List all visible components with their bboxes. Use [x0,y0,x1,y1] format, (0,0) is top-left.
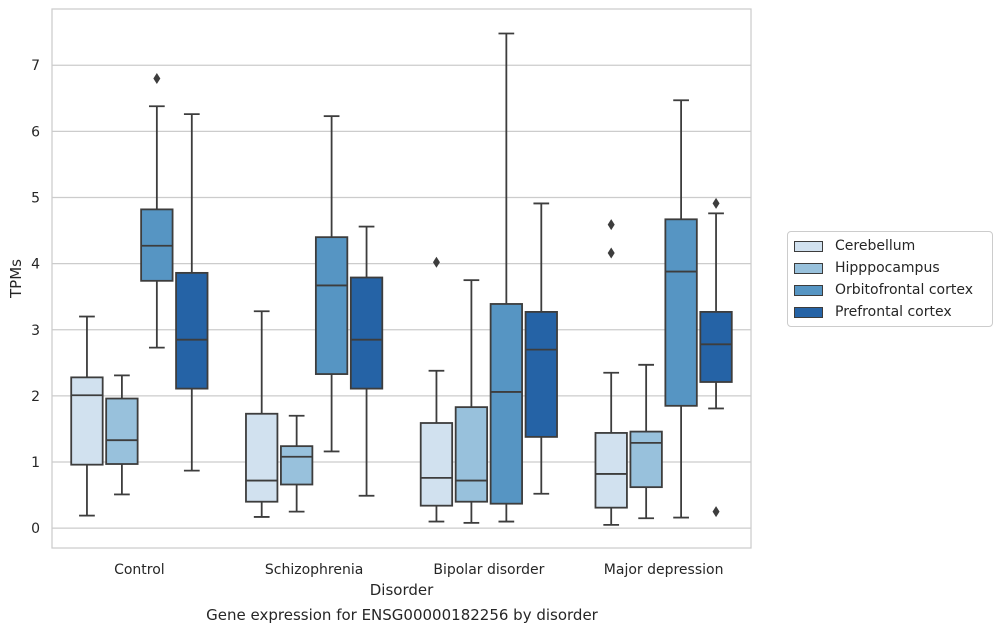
box-iqr [489,303,523,505]
x-tick-labels: Control Schizophrenia Bipolar disorder Majo… [114,562,723,578]
box-iqr [349,276,384,390]
legend-label: Hipppocampus [835,260,940,276]
box-orbitofrontal-cortex-major-depression [664,99,698,519]
box-cerebellum-schizophrenia [245,310,279,518]
legend-item-orbitofrontal-cortex: Orbitofrontal cortex [794,280,973,300]
box-orbitofrontal-cortex-bipolar-disorder [489,32,523,523]
box-hipppocampus-major-depression [629,363,663,520]
outlier-point [712,197,720,209]
box-iqr [314,236,349,375]
x-tick-label: Control [114,562,165,578]
figure-caption: Gene expression for ENSG00000182256 by d… [206,606,598,624]
y-tick-label: 0 [31,521,40,537]
legend: Cerebellum Hipppocampus Orbitofrontal co… [787,231,993,327]
outlier-point [432,256,440,268]
box-cerebellum-bipolar-disorder [419,256,454,523]
box-prefrontal-cortex-schizophrenia [349,225,384,497]
y-tick-label: 1 [31,455,40,471]
box-prefrontal-cortex-bipolar-disorder [524,202,558,495]
box-prefrontal-cortex-control [175,113,209,472]
legend-swatch-orbitofrontal-cortex [794,284,823,296]
y-tick-label: 2 [31,389,40,405]
box-iqr [524,310,558,438]
box-cerebellum-major-depression [594,219,628,526]
y-tick-label: 7 [31,58,40,74]
box-iqr [175,271,209,390]
legend-swatch-prefrontal-cortex [794,306,823,318]
box-iqr [245,412,279,503]
legend-item-cerebellum: Cerebellum [794,236,915,256]
box-iqr [629,430,663,489]
box-iqr [419,422,454,507]
y-tick-label: 6 [31,124,40,140]
legend-label: Prefrontal cortex [835,304,952,320]
outlier-point [607,219,615,231]
box-orbitofrontal-cortex-schizophrenia [314,115,349,453]
box-cerebellum-control [70,315,104,517]
box-hipppocampus-schizophrenia [280,414,314,513]
y-tick-label: 5 [31,190,40,206]
legend-item-hippocampus: Hipppocampus [794,258,940,278]
y-tick-label: 4 [31,257,40,273]
outlier-point [712,506,720,518]
box-hipppocampus-bipolar-disorder [454,279,489,524]
box-iqr [664,218,698,407]
box-iqr [280,445,314,486]
x-tick-label: Major depression [604,562,724,578]
boxes [70,32,733,526]
y-axis-label: TPMs [7,259,25,299]
plot-frame [51,8,752,549]
box-iqr [594,432,628,509]
outlier-point [153,72,161,84]
box-iqr [70,376,104,466]
legend-label: Cerebellum [835,238,916,254]
x-tick-label: Schizophrenia [265,562,363,578]
x-axis-label: Disorder [370,581,434,599]
y-tick-labels: 0 1 2 3 4 5 6 7 [31,58,40,537]
legend-item-prefrontal-cortex: Prefrontal cortex [794,302,952,322]
box-iqr [699,310,733,383]
outlier-point [607,247,615,259]
y-tick-label: 3 [31,323,40,339]
legend-swatch-cerebellum [794,240,823,252]
box-orbitofrontal-cortex-control [140,72,174,349]
legend-swatch-hippocampus [794,262,823,274]
box-iqr [454,406,489,503]
box-iqr [105,397,139,465]
box-hipppocampus-control [105,374,139,496]
x-tick-label: Bipolar disorder [433,562,544,578]
legend-label: Orbitofrontal cortex [835,282,973,298]
box-prefrontal-cortex-major-depression [699,197,733,518]
